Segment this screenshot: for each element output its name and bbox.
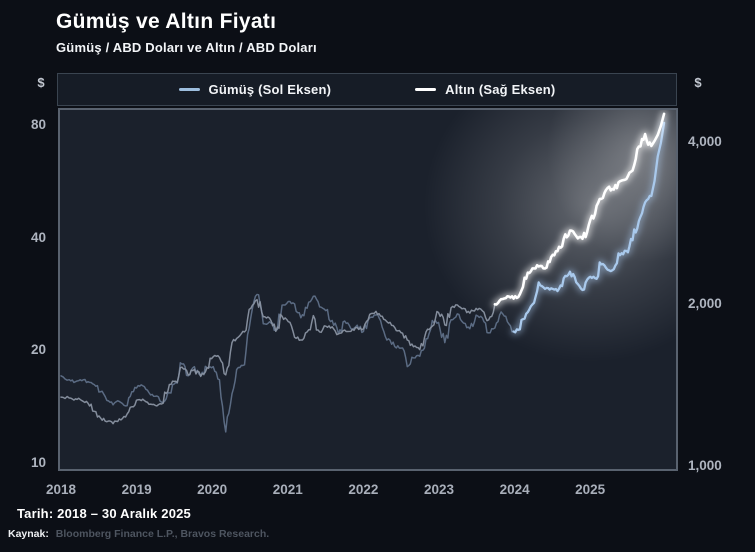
source-line: Kaynak: Bloomberg Finance L.P., Bravos R…	[8, 528, 269, 540]
x-axis-tick: 2024	[499, 482, 530, 497]
x-axis-tick: 2022	[348, 482, 379, 497]
x-axis-tick: 2019	[121, 482, 152, 497]
x-axis-tick: 2018	[45, 482, 77, 497]
gold-legend-label: Altın (Sağ Eksen)	[445, 82, 556, 97]
chart-legend: Gümüş (Sol Eksen) Altın (Sağ Eksen)	[57, 73, 677, 106]
left-axis-currency-symbol: $	[37, 75, 45, 90]
x-axis-tick: 2021	[272, 482, 303, 497]
source-label: Kaynak:	[8, 528, 49, 540]
legend-item-silver: Gümüş (Sol Eksen)	[178, 82, 332, 97]
silver-line-dim	[60, 293, 515, 433]
left-axis-tick: 80	[30, 117, 46, 132]
gold-line-dim	[60, 298, 496, 425]
silver-line-bright	[512, 121, 666, 334]
x-axis-tick: 2020	[197, 482, 228, 497]
right-axis-currency-symbol: $	[694, 75, 702, 90]
left-axis-tick: 20	[30, 342, 46, 358]
right-axis-tick: 1,000	[688, 457, 722, 473]
gold-line-swatch-icon	[415, 88, 437, 91]
gold-line-bright	[493, 112, 666, 306]
source-text: Bloomberg Finance L.P., Bravos Research.	[55, 528, 270, 540]
price-chart	[60, 110, 676, 433]
date-range-label: Tarih: 2018 – 30 Aralık 2025	[17, 506, 191, 521]
silver-line-swatch-icon	[178, 88, 200, 91]
page-subtitle: Gümüş / ABD Doları ve Altın / ABD Doları	[56, 40, 317, 55]
silver-legend-label: Gümüş (Sol Eksen)	[208, 82, 332, 97]
left-axis-tick: 40	[30, 229, 46, 245]
left-axis-tick: 10	[30, 455, 46, 471]
page-title: Gümüş ve Altın Fiyatı	[56, 10, 277, 33]
right-axis-tick: 2,000	[688, 295, 722, 311]
plot-area	[58, 108, 678, 471]
x-axis-tick: 2023	[423, 482, 455, 497]
right-axis-tick: 4,000	[688, 134, 722, 149]
legend-item-gold: Altın (Sağ Eksen)	[415, 82, 555, 97]
x-axis-tick: 2025	[575, 482, 606, 497]
